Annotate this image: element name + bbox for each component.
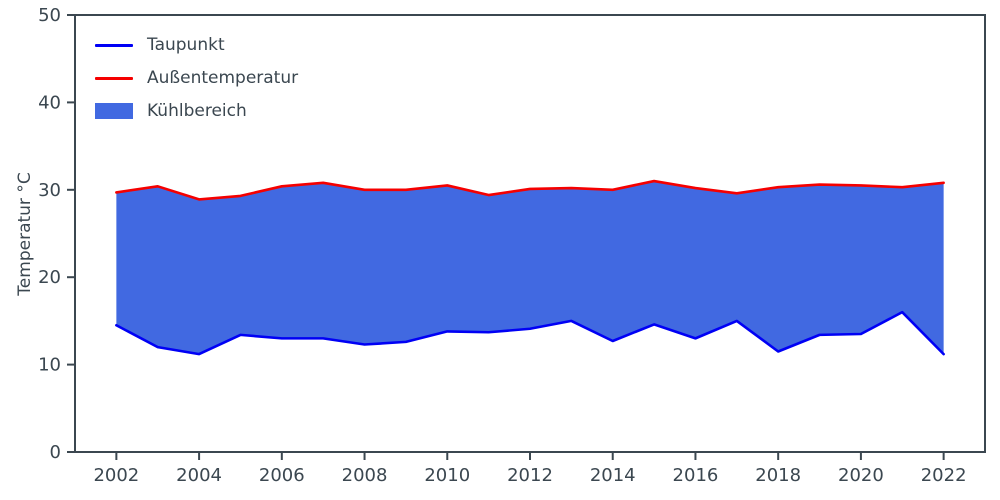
svg-text:40: 40 xyxy=(38,92,61,113)
legend-label-taupunkt: Taupunkt xyxy=(147,35,225,55)
svg-text:2014: 2014 xyxy=(590,465,636,486)
legend-label-aussentemperatur: Außentemperatur xyxy=(147,68,299,88)
aussentemperatur-line-swatch xyxy=(95,76,133,80)
svg-text:2016: 2016 xyxy=(673,465,719,486)
svg-text:2012: 2012 xyxy=(507,465,553,486)
legend: Taupunkt Außentemperatur Kühlbereich xyxy=(95,33,298,132)
svg-text:2008: 2008 xyxy=(342,465,388,486)
svg-text:50: 50 xyxy=(38,5,61,26)
svg-text:0: 0 xyxy=(50,442,61,463)
legend-item-taupunkt: Taupunkt xyxy=(95,33,298,57)
y-axis-label: Temperatur °C xyxy=(15,172,35,296)
taupunkt-line-swatch xyxy=(95,43,133,47)
svg-text:30: 30 xyxy=(38,180,61,201)
svg-text:2020: 2020 xyxy=(838,465,884,486)
kuehlbereich-fill-swatch xyxy=(95,103,133,119)
svg-text:10: 10 xyxy=(38,355,61,376)
svg-text:20: 20 xyxy=(38,267,61,288)
svg-text:2004: 2004 xyxy=(176,465,222,486)
legend-label-kuehlbereich: Kühlbereich xyxy=(147,101,247,121)
svg-text:2002: 2002 xyxy=(93,465,139,486)
svg-text:2010: 2010 xyxy=(424,465,470,486)
svg-text:2018: 2018 xyxy=(755,465,801,486)
legend-item-kuehlbereich: Kühlbereich xyxy=(95,99,298,123)
legend-item-aussentemperatur: Außentemperatur xyxy=(95,66,298,90)
svg-text:2022: 2022 xyxy=(921,465,967,486)
svg-text:2006: 2006 xyxy=(259,465,305,486)
